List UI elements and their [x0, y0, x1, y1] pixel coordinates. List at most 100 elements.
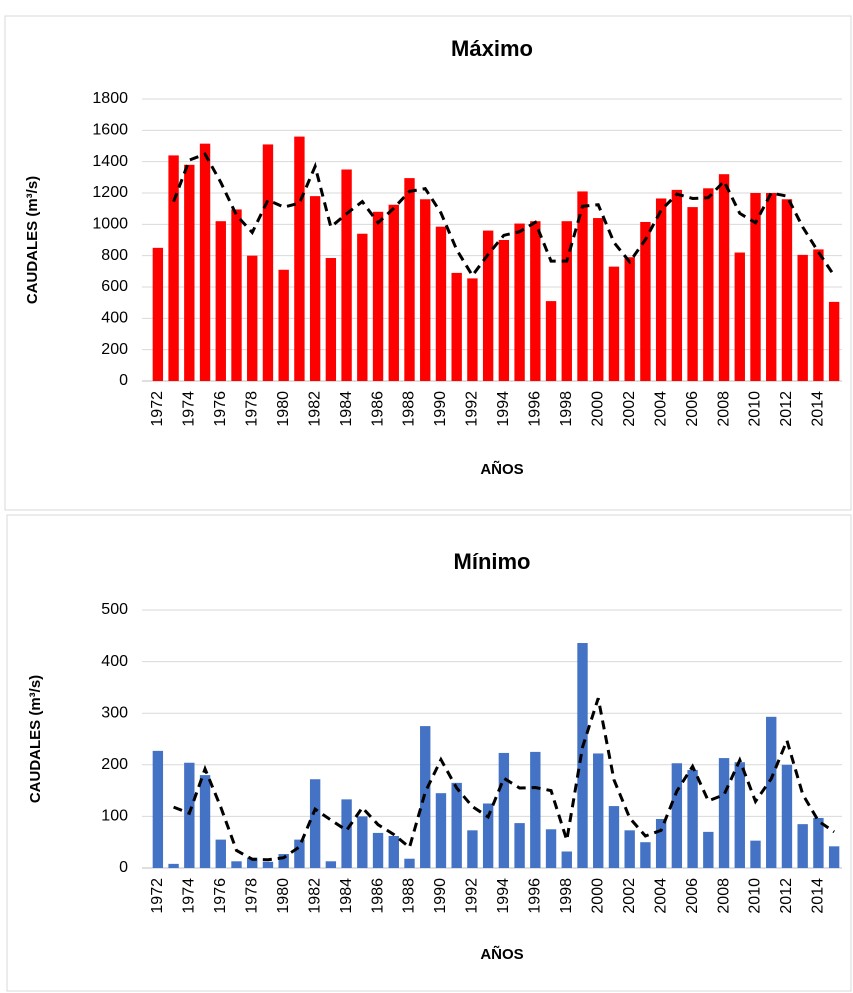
- bar: [231, 209, 242, 381]
- y-tick-label: 400: [101, 310, 128, 327]
- x-tick-label: 1996: [527, 878, 544, 914]
- x-tick-label: 1992: [464, 878, 481, 914]
- x-axis-title: AÑOS: [480, 460, 523, 478]
- bar: [247, 255, 258, 381]
- x-tick-label: 1976: [212, 391, 229, 427]
- x-tick-label: 1990: [432, 391, 449, 427]
- bar: [797, 824, 808, 868]
- bar: [482, 803, 494, 868]
- bar: [655, 198, 667, 381]
- bar: [309, 779, 321, 868]
- x-tick-label: 1992: [464, 391, 481, 427]
- x-tick-label: 1998: [558, 878, 575, 914]
- bar: [671, 189, 683, 381]
- bar: [404, 178, 415, 381]
- bar: [404, 858, 415, 868]
- bar: [781, 764, 793, 868]
- bar: [640, 842, 651, 868]
- bar: [498, 240, 510, 381]
- x-tick-label: 1974: [181, 391, 198, 427]
- y-tick-label: 200: [101, 341, 128, 358]
- bar: [467, 830, 478, 868]
- bar: [766, 716, 777, 868]
- x-tick-label: 1986: [369, 391, 386, 427]
- bar: [168, 155, 179, 381]
- y-tick-label: 1200: [92, 184, 128, 201]
- bar: [451, 782, 462, 868]
- y-tick-label: 800: [101, 247, 128, 264]
- x-tick-label: 1974: [181, 878, 198, 914]
- bar: [545, 829, 557, 868]
- bar: [467, 278, 478, 381]
- x-tick-label: 2008: [715, 878, 732, 914]
- bar: [278, 269, 289, 381]
- bar: [640, 221, 651, 381]
- bar: [530, 221, 541, 381]
- bar: [624, 257, 635, 381]
- trend-line: [173, 697, 835, 862]
- x-tick-label: 2012: [778, 391, 795, 427]
- bar: [451, 272, 462, 381]
- bar: [530, 751, 541, 868]
- bar: [624, 830, 635, 868]
- bar: [828, 846, 840, 868]
- bar: [435, 226, 447, 381]
- bar: [294, 136, 305, 381]
- bar: [766, 193, 777, 381]
- x-tick-label: 2014: [810, 878, 827, 914]
- bar: [341, 799, 352, 868]
- y-tick-label: 0: [119, 859, 128, 876]
- bar: [703, 188, 714, 381]
- x-tick-label: 2012: [778, 878, 795, 914]
- bar: [231, 861, 242, 868]
- y-tick-label: 1000: [92, 216, 128, 233]
- y-tick-label: 100: [101, 808, 128, 825]
- bar: [152, 750, 164, 868]
- x-tick-label: 2006: [684, 878, 701, 914]
- y-tick-label: 400: [101, 653, 128, 670]
- bar: [734, 252, 745, 381]
- bar: [357, 816, 368, 868]
- bar: [294, 839, 305, 868]
- bar: [388, 204, 399, 381]
- bar: [593, 753, 604, 868]
- bar: [435, 793, 447, 868]
- x-tick-label: 2000: [589, 878, 606, 914]
- bar: [687, 207, 698, 381]
- y-axis-title: CAUDALES (m³/s): [24, 176, 41, 304]
- bar: [718, 758, 730, 868]
- x-tick-label: 1980: [275, 878, 292, 914]
- bar: [514, 223, 525, 381]
- bar: [247, 857, 258, 868]
- x-tick-label: 2000: [589, 391, 606, 427]
- bar: [813, 817, 824, 868]
- x-tick-label: 1982: [306, 878, 323, 914]
- bar: [325, 258, 337, 381]
- x-tick-label: 1978: [243, 878, 260, 914]
- bar: [184, 762, 195, 868]
- bar: [482, 230, 494, 381]
- x-tick-label: 2014: [810, 391, 827, 427]
- y-tick-label: 1600: [92, 122, 128, 139]
- x-tick-label: 1984: [338, 878, 355, 914]
- bar: [828, 301, 840, 381]
- bar: [545, 301, 557, 381]
- x-tick-label: 1994: [495, 878, 512, 914]
- trend-line: [172, 152, 836, 279]
- bar: [655, 818, 667, 868]
- bar: [184, 164, 195, 381]
- x-tick-label: 1972: [149, 391, 166, 427]
- x-tick-label: 2002: [621, 391, 638, 427]
- x-tick-label: 2010: [747, 878, 764, 914]
- bar: [325, 861, 337, 868]
- bar: [498, 752, 510, 868]
- x-tick-label: 1986: [369, 878, 386, 914]
- x-tick-label: 1982: [306, 391, 323, 427]
- bar: [309, 196, 321, 381]
- x-axis-title: AÑOS: [480, 945, 523, 963]
- bar: [561, 851, 572, 868]
- y-tick-label: 200: [101, 756, 128, 773]
- bar: [750, 193, 761, 381]
